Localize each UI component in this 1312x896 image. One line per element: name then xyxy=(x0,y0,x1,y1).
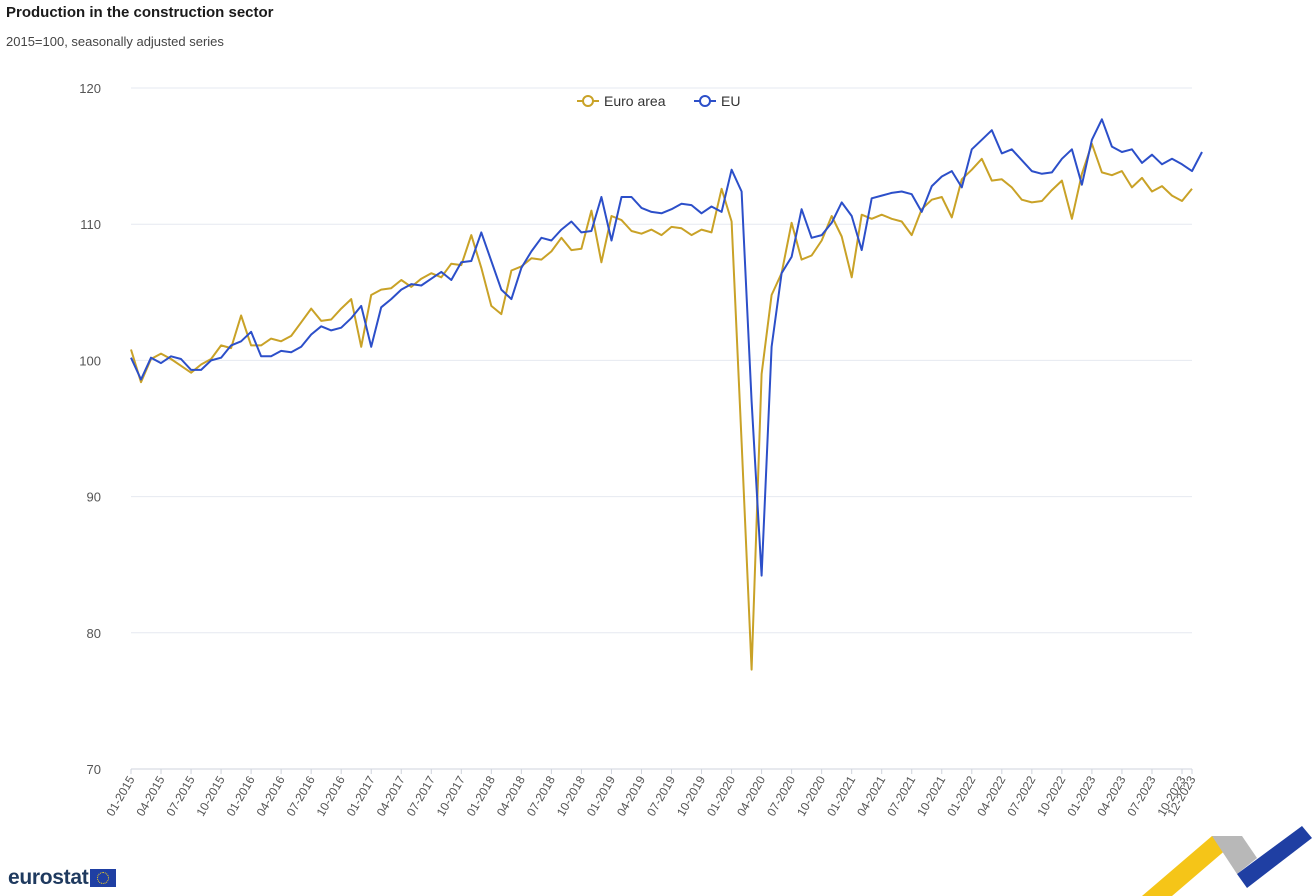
legend-marker-icon xyxy=(699,95,711,107)
legend-label: Euro area xyxy=(604,93,666,109)
chart-subtitle: 2015=100, seasonally adjusted series xyxy=(6,34,224,49)
legend-label: EU xyxy=(721,93,740,109)
y-tick-label: 70 xyxy=(87,762,101,777)
decorative-chevron-graphic xyxy=(1142,826,1312,896)
y-tick-label: 120 xyxy=(79,81,101,96)
brand-name: eurostat xyxy=(8,866,89,889)
series-line-euro-area[interactable] xyxy=(130,142,1193,671)
eurostat-logo: eurostat xyxy=(8,866,117,890)
eu-flag-icon xyxy=(90,869,117,887)
series-line-eu[interactable] xyxy=(130,118,1203,577)
legend-item-eu[interactable]: EU xyxy=(694,93,740,109)
legend-item-euro-area[interactable]: Euro area xyxy=(577,93,666,109)
y-tick-label: 90 xyxy=(87,490,101,505)
chart-title: Production in the construction sector xyxy=(6,4,274,21)
legend-marker-icon xyxy=(582,95,594,107)
y-tick-label: 110 xyxy=(80,217,101,232)
y-tick-label: 100 xyxy=(79,353,101,368)
y-tick-label: 80 xyxy=(87,626,101,641)
